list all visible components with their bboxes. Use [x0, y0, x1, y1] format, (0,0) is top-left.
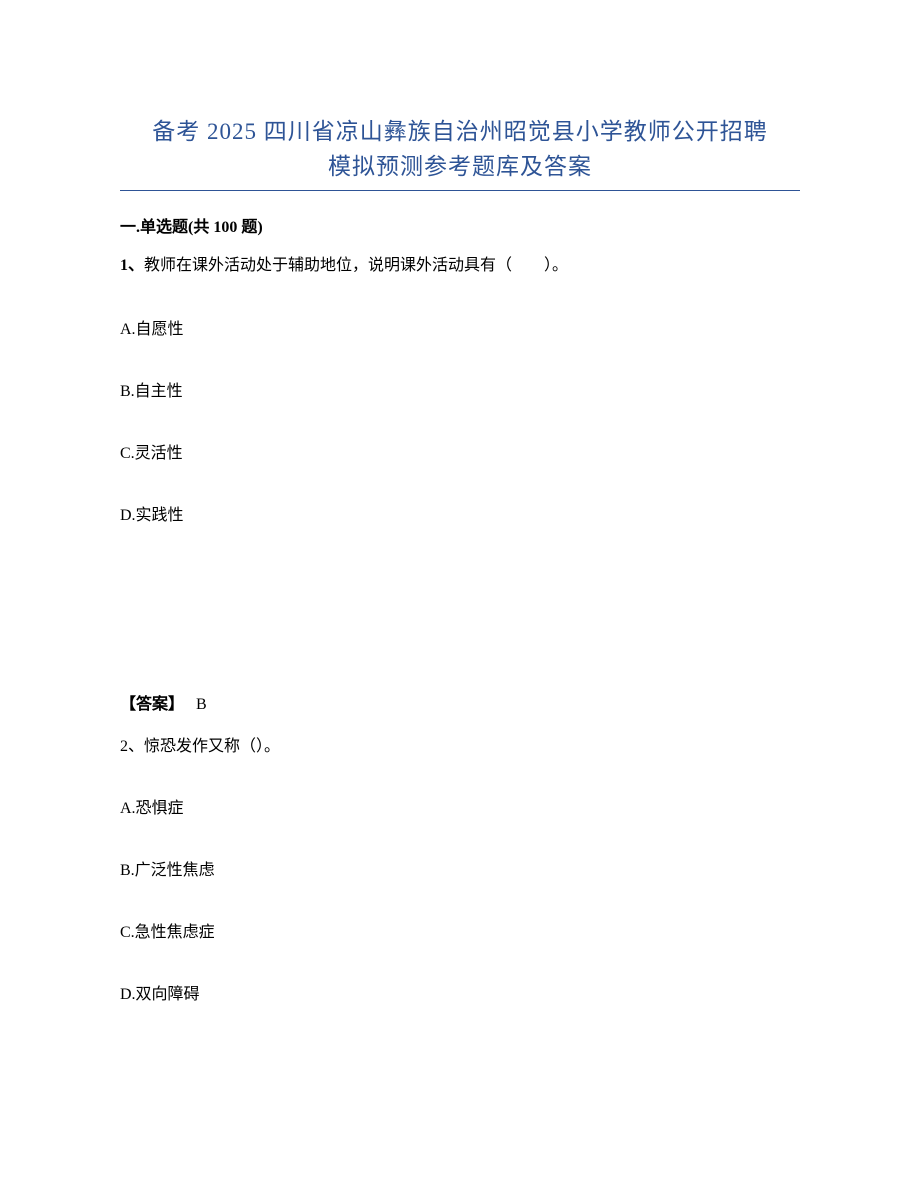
question-2-text: 2、惊恐发作又称（）。 [120, 732, 800, 756]
answer-label-text: 【答案】 [120, 696, 184, 713]
question-2-option-a: A.恐惧症 [120, 794, 800, 818]
question-1-number: 1、 [120, 257, 144, 274]
question-1-option-b: B.自主性 [120, 377, 800, 401]
section-header: 一.单选题(共 100 题) [120, 213, 800, 237]
document-title: 备考 2025 四川省凉山彝族自治州昭觉县小学教师公开招聘 模拟预测参考题库及答… [120, 115, 800, 191]
title-underline [120, 190, 800, 191]
title-line-1: 备考 2025 四川省凉山彝族自治州昭觉县小学教师公开招聘 [120, 115, 800, 150]
question-2-option-c: C.急性焦虑症 [120, 918, 800, 942]
title-line-2: 模拟预测参考题库及答案 [120, 150, 800, 185]
question-1-option-c: C.灵活性 [120, 439, 800, 463]
question-1-answer: 【答案】 B [120, 690, 800, 714]
question-2-body: 惊恐发作又称（）。 [144, 738, 280, 755]
question-1-option-d: D.实践性 [120, 501, 800, 525]
question-1-text: 1、教师在课外活动处于辅助地位，说明课外活动具有（ ）。 [120, 255, 800, 277]
question-2-option-b: B.广泛性焦虑 [120, 856, 800, 880]
question-2-option-d: D.双向障碍 [120, 980, 800, 1004]
question-2-number: 2、 [120, 738, 144, 755]
question-1-option-a: A.自愿性 [120, 315, 800, 339]
question-1-body: 教师在课外活动处于辅助地位，说明课外活动具有（ ）。 [144, 257, 568, 274]
answer-letter: B [196, 696, 207, 713]
